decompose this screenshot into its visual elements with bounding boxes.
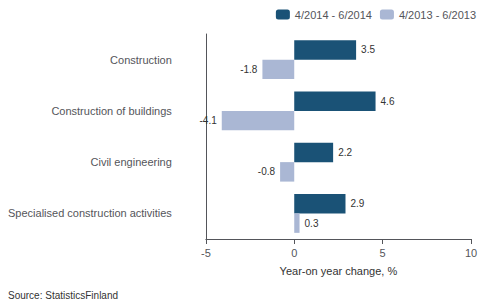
svg-text:-5: -5	[201, 247, 211, 259]
svg-text:0: 0	[291, 247, 297, 259]
svg-text:5: 5	[380, 247, 386, 259]
svg-text:Construction of buildings: Construction of buildings	[51, 105, 172, 117]
svg-text:2.2: 2.2	[338, 147, 352, 158]
svg-text:-4.1: -4.1	[200, 115, 218, 126]
svg-text:Specialised construction activ: Specialised construction activities	[8, 207, 172, 219]
svg-text:0.3: 0.3	[305, 218, 319, 229]
svg-text:3.5: 3.5	[361, 44, 375, 55]
svg-text:Source: StatisticsFinland: Source: StatisticsFinland	[8, 290, 118, 301]
svg-text:Civil engineering: Civil engineering	[91, 156, 172, 168]
svg-text:-1.8: -1.8	[240, 64, 258, 75]
svg-text:4/2013 - 6/2013: 4/2013 - 6/2013	[399, 9, 476, 21]
svg-text:4.6: 4.6	[381, 96, 395, 107]
svg-text:Construction: Construction	[110, 54, 172, 66]
svg-text:10: 10	[465, 247, 477, 259]
svg-text:-0.8: -0.8	[258, 166, 276, 177]
svg-text:4/2014 - 6/2014: 4/2014 - 6/2014	[295, 9, 372, 21]
svg-text:2.9: 2.9	[350, 198, 364, 209]
svg-text:Year-on year change, %: Year-on year change, %	[280, 265, 398, 277]
